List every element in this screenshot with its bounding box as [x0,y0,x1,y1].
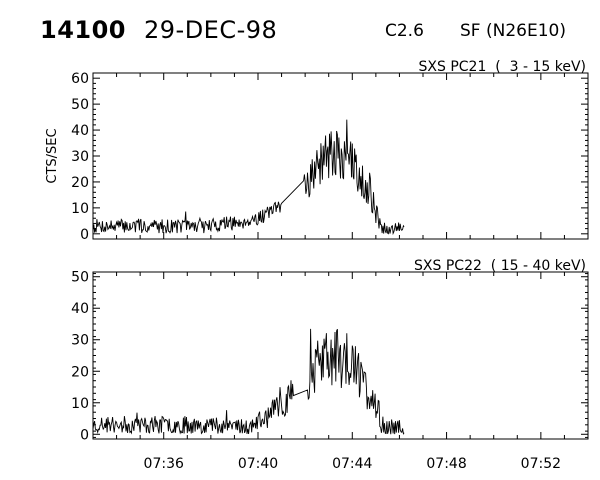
y-tick-label: 40 [71,123,89,139]
chart-panel-2: 0 10 20 30 40 50 07:36 07:40 07:44 07:48 07:52 SXS … [71,258,589,472]
y-tick-label: 20 [71,175,89,191]
x-tick-label: 07:48 [426,456,466,472]
panel-title: SXS PC22 ( 15 - 40 keV) [414,258,586,274]
panel-title: SXS PC21 ( 3 - 15 keV) [419,59,587,75]
y-tick-label: 60 [71,71,89,87]
y-tick-label: 30 [71,149,89,165]
y-tick-label: 30 [71,333,89,349]
event-date: 29-DEC-98 [144,16,278,44]
y-tick-label: 40 [71,301,89,317]
y-tick-label: 20 [71,364,89,380]
y-tick-label: 50 [71,270,89,286]
lightcurve-trace [92,119,405,236]
flare-location: SF (N26E10) [460,21,566,41]
lightcurve-trace [92,328,405,435]
x-tick-label: 07:36 [144,456,184,472]
y-tick-label: 0 [80,427,89,443]
y-tick-label: 10 [71,201,89,217]
x-tick-label: 07:40 [238,456,278,472]
x-tick-label: 07:52 [521,456,561,472]
event-id: 14100 [40,16,126,44]
y-axis-label: CTS/SEC [45,128,60,183]
y-tick-label: 0 [80,227,89,243]
plot-frame [92,72,589,240]
chart-panel-1: 0 10 20 30 40 50 60 SXS PC21 ( 3 - 15 keV) CTS/S… [45,59,589,243]
goes-class: C2.6 [385,21,424,41]
y-tick-label: 50 [71,97,89,113]
x-tick-label: 07:44 [332,456,372,472]
y-tick-label: 10 [71,396,89,412]
